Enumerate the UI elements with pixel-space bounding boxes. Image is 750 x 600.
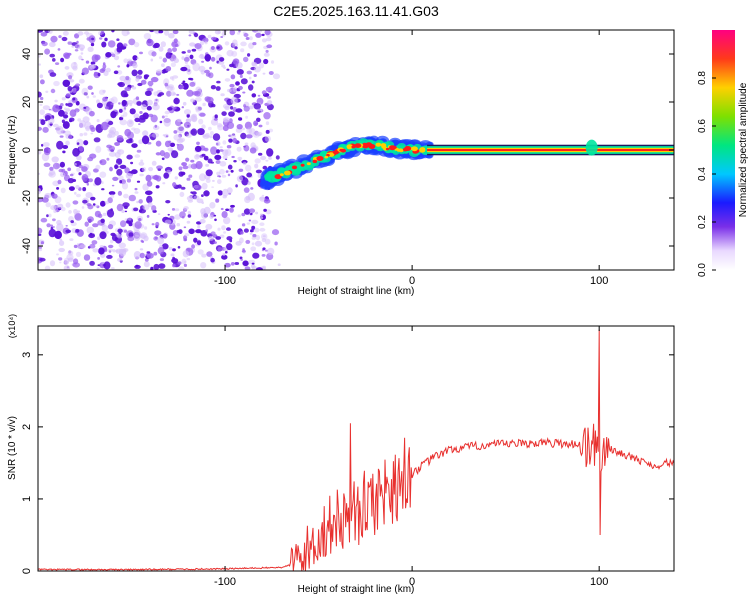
spectrogram-y-label: Frequency (Hz) (7, 116, 18, 185)
y-tick-label: 0 (21, 147, 33, 153)
y-tick-label: 2 (21, 424, 33, 430)
snr-plot-area (38, 329, 674, 571)
spectrogram-panel: -100 0 100 -40 -20 0 20 40 Height of straight … (7, 29, 675, 297)
spectrogram-plot-area (38, 30, 674, 270)
colorbar-tick-label: 0.2 (697, 215, 708, 229)
snr-series-line (38, 329, 674, 571)
spectrogram-x-label: Height of straight line (km) (298, 286, 415, 297)
snr-y-label: SNR (10 * v/v) (7, 416, 18, 480)
colorbar-ticks: 0.0 0.2 0.4 0.6 0.8 (697, 71, 716, 277)
y-tick-label: 3 (21, 352, 33, 358)
ridge-bump (585, 139, 598, 156)
ridge-band-core (427, 149, 674, 151)
snr-x-label: Height of straight line (km) (298, 584, 415, 595)
snr-frame (37, 325, 675, 572)
noise-speckle-field (38, 30, 281, 270)
snr-x-axis: -100 0 100 (214, 326, 608, 588)
spectrogram-y-axis: -40 -20 0 20 40 (21, 48, 674, 254)
x-tick-label: 100 (590, 576, 608, 588)
x-tick-label: 0 (409, 576, 415, 588)
y-tick-label: 1 (21, 496, 33, 502)
y-tick-label: 40 (21, 48, 33, 60)
spectrogram-x-axis: -100 0 100 (214, 30, 608, 287)
snr-scale-label: (x10⁴) (7, 314, 17, 338)
colorbar-tick-label: 0.0 (697, 263, 708, 277)
colorbar-gradient (712, 30, 735, 270)
ridge-blobs (259, 135, 434, 191)
y-tick-label: 20 (21, 96, 33, 108)
y-tick-label: -40 (21, 238, 33, 254)
x-tick-label: 0 (409, 275, 415, 287)
x-tick-label: -100 (214, 275, 236, 287)
colorbar-label: Normalized spectral amplitude (738, 82, 749, 217)
snr-panel: -100 0 100 0 1 2 3 Height of straight line (k… (7, 314, 675, 595)
y-tick-label: -20 (21, 190, 33, 206)
colorbar-tick-label: 0.4 (697, 167, 708, 181)
colorbar-tick-label: 0.6 (697, 119, 708, 133)
chart-title: C2E5.2025.163.11.41.G03 (273, 3, 439, 19)
x-tick-label: 100 (590, 275, 608, 287)
snr-y-axis: 0 1 2 3 (21, 352, 674, 574)
colorbar-tick-label: 0.8 (697, 71, 708, 85)
colorbar: 0.0 0.2 0.4 0.6 0.8 Normalized spectral ampl… (697, 30, 749, 277)
y-tick-label: 0 (21, 568, 33, 574)
x-tick-label: -100 (214, 576, 236, 588)
